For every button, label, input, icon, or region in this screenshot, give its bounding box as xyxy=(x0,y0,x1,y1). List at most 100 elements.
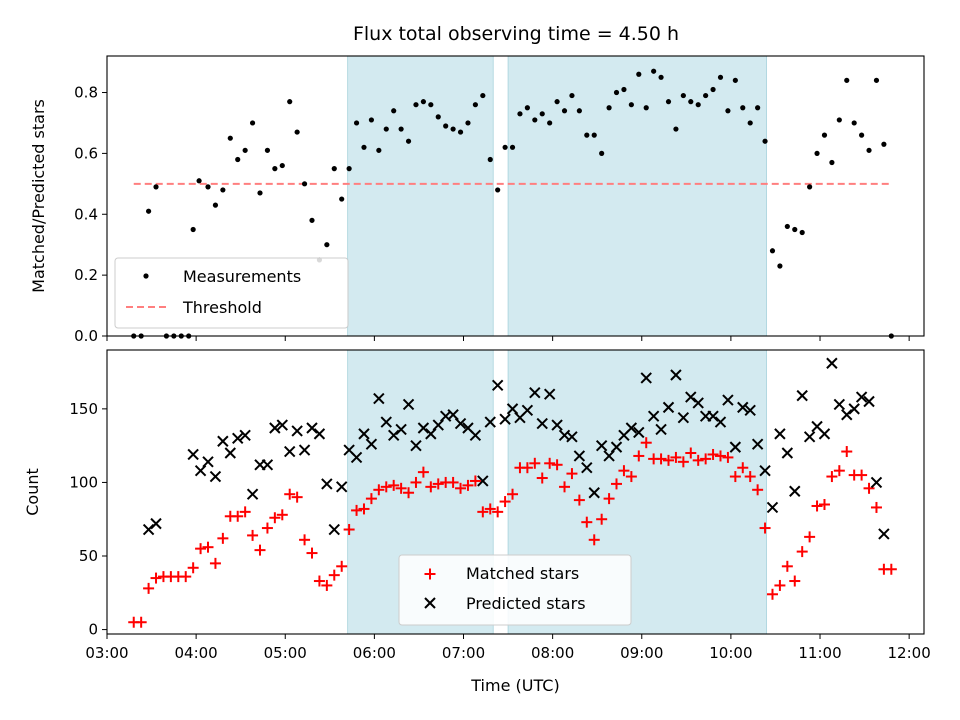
measurement-point xyxy=(376,147,382,153)
measurement-point xyxy=(658,74,664,80)
measurement-point xyxy=(576,108,582,114)
matched-star-point xyxy=(365,493,377,505)
matched-star-point xyxy=(239,506,251,518)
measurement-point xyxy=(747,120,753,126)
measurement-point xyxy=(836,117,842,123)
matched-star-point xyxy=(737,462,749,474)
measurement-point xyxy=(287,99,293,105)
measurement-point xyxy=(324,242,330,248)
matched-stars-series xyxy=(128,437,897,628)
matched-star-point xyxy=(841,446,853,458)
legend-matched-label: Matched stars xyxy=(466,564,579,583)
measurement-point xyxy=(554,99,560,105)
matched-star-point xyxy=(833,465,845,477)
top-legend: Measurements Threshold xyxy=(114,257,349,329)
predicted-star-point xyxy=(662,401,675,414)
predicted-star-point xyxy=(365,438,378,450)
measurement-point xyxy=(599,150,605,156)
predicted-star-point xyxy=(677,411,690,424)
matched-star-point xyxy=(380,481,392,493)
matched-star-point xyxy=(863,482,875,494)
matched-star-point xyxy=(395,482,407,494)
x-tick-label: 08:00 xyxy=(531,644,574,662)
predicted-star-point xyxy=(744,404,756,417)
bottom-plot-frame xyxy=(106,349,925,635)
matched-star-point xyxy=(143,582,155,594)
matched-star-point xyxy=(469,475,481,487)
predicted-star-point xyxy=(276,419,288,431)
matched-star-point xyxy=(447,476,459,488)
predicted-star-point xyxy=(335,481,348,493)
x-axis-label: Time (UTC) xyxy=(470,676,559,695)
predicted-star-point xyxy=(239,429,251,442)
measurement-point xyxy=(420,99,427,105)
matched-star-point xyxy=(232,510,244,522)
matched-star-point xyxy=(261,522,273,534)
measurement-point xyxy=(235,156,241,163)
predicted-star-point xyxy=(841,409,853,421)
matched-star-point xyxy=(870,501,882,513)
measurement-point xyxy=(866,147,872,153)
measurement-point xyxy=(502,144,508,150)
matched-star-point xyxy=(700,453,712,465)
matched-star-point xyxy=(603,493,615,505)
measurement-point xyxy=(339,196,345,202)
matched-star-point xyxy=(759,522,771,534)
predicted-star-point xyxy=(477,475,489,487)
measurement-point xyxy=(242,147,248,153)
measurement-point xyxy=(428,102,434,108)
matched-star-point xyxy=(633,450,645,462)
measurement-point xyxy=(264,147,271,153)
legend-predicted-label: Predicted stars xyxy=(466,594,586,613)
matched-star-point xyxy=(811,500,823,512)
predicted-star-point xyxy=(581,462,593,474)
predicted-stars-series xyxy=(142,357,890,540)
matched-star-point xyxy=(313,575,325,587)
measurement-point xyxy=(680,92,686,99)
matched-star-point xyxy=(692,454,704,466)
matched-star-point xyxy=(781,560,793,572)
shaded-interval-2 xyxy=(507,55,767,337)
top-y-tick-label: 0.0 xyxy=(74,327,98,345)
matched-star-point xyxy=(752,484,764,496)
matched-star-point xyxy=(507,488,519,500)
predicted-star-point xyxy=(150,517,162,530)
matched-star-point xyxy=(544,457,556,469)
predicted-star-point xyxy=(373,392,385,405)
measurement-point xyxy=(368,117,375,123)
matched-star-point xyxy=(573,494,585,506)
measurement-point xyxy=(495,187,501,193)
measurement-point xyxy=(457,129,464,135)
measurement-point xyxy=(532,117,538,123)
measurement-point xyxy=(792,226,798,233)
predicted-star-point xyxy=(551,419,563,431)
legend-measurements-marker xyxy=(143,273,149,279)
measurement-point xyxy=(405,138,412,144)
measurement-point xyxy=(480,92,486,99)
measurement-point xyxy=(249,120,256,126)
matched-star-point xyxy=(611,478,623,490)
matched-star-point xyxy=(254,544,266,556)
matched-star-point xyxy=(351,504,363,516)
predicted-star-point xyxy=(774,428,786,440)
measurement-point xyxy=(279,162,285,169)
matched-star-point xyxy=(455,482,467,494)
top-panel: 0.00.20.40.60.8 Matched/Predicted stars … xyxy=(29,55,925,345)
top-y-tick-label: 0.6 xyxy=(74,144,98,162)
predicted-star-point xyxy=(491,379,504,392)
chart-title: Flux total observing time = 4.50 h xyxy=(353,23,679,45)
measurement-point xyxy=(584,132,590,138)
predicted-star-point xyxy=(573,450,586,462)
bottom-y-tick-label: 100 xyxy=(69,473,98,491)
top-y-axis-ticks: 0.0 0.2 0.4 0.6 0.8 xyxy=(74,84,107,345)
predicted-star-point xyxy=(722,394,734,406)
matched-star-point xyxy=(284,488,296,500)
measurement-point xyxy=(190,226,196,233)
predicted-star-point xyxy=(410,439,422,452)
matched-star-point xyxy=(269,512,281,524)
matched-star-point xyxy=(291,491,303,503)
matched-star-point xyxy=(729,471,741,483)
top-shaded-intervals xyxy=(347,55,767,337)
measurement-point xyxy=(873,77,880,83)
predicted-star-point xyxy=(261,459,274,471)
